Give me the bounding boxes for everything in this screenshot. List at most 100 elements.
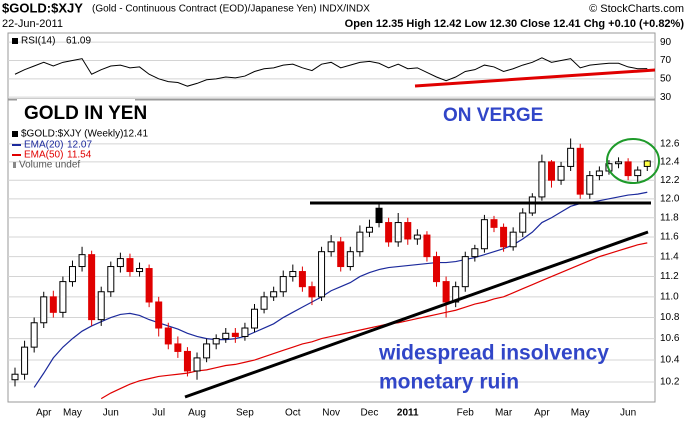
candle-body: [279, 276, 287, 293]
candle-body: [634, 169, 642, 177]
candle-body: [318, 251, 326, 298]
candle-body: [97, 291, 105, 321]
candle-body: [222, 332, 230, 340]
candle-body: [126, 258, 134, 273]
candle-body: [308, 286, 316, 298]
ema-line: [33, 191, 648, 388]
annotation: ON VERGE: [443, 105, 543, 126]
plot-group: [8, 41, 655, 98]
candle-body: [471, 248, 479, 258]
y-tick-label: 90: [660, 37, 672, 48]
y-tick-label: 11.4: [660, 251, 679, 262]
candle-body: [251, 308, 258, 329]
x-tick-label: Jun: [620, 408, 636, 419]
candle-body: [231, 332, 239, 337]
candle-body: [174, 343, 182, 352]
plot-group: [8, 138, 655, 400]
candle-body: [116, 258, 124, 268]
candle-body: [385, 222, 393, 243]
y-tick-label: 12.2: [660, 175, 680, 186]
legend-label: Volume undef: [19, 160, 80, 171]
y-tick-label: 11.0: [660, 292, 679, 303]
title-box: [17, 99, 135, 127]
symbol: $GOLD:$XJY: [2, 0, 83, 15]
candle-body: [298, 271, 306, 288]
candle-body: [586, 175, 594, 195]
candle-body: [528, 196, 536, 214]
y-tick-label: 11.8: [660, 212, 679, 223]
candle-body: [270, 291, 278, 298]
candle-body: [624, 161, 632, 177]
legend-value: 12.07: [67, 140, 92, 151]
candle-body: [327, 241, 335, 253]
credit: © StockCharts.com: [589, 3, 684, 15]
y-tick-label: 10.2: [660, 377, 680, 388]
candle-body: [145, 268, 153, 303]
candle-body: [59, 281, 67, 313]
candle-body: [107, 266, 115, 293]
y-tick-label: 11.6: [660, 232, 679, 243]
x-tick-label: Jul: [152, 408, 165, 419]
candle-body: [49, 296, 57, 313]
y-tick-label: 10.6: [660, 333, 680, 344]
y-tick-label: 70: [660, 55, 672, 66]
candle-body: [155, 301, 163, 329]
rsi-line: [14, 57, 648, 87]
legend-label: $GOLD:$XJY (Weekly): [21, 129, 123, 140]
candle-body: [519, 212, 527, 233]
candle-body: [557, 165, 565, 181]
legend-label: EMA(50): [24, 150, 63, 161]
candle-body: [183, 350, 191, 372]
y-tick-label: 11.2: [660, 271, 679, 282]
x-tick-label: Apr: [36, 408, 52, 419]
y-tick-label: 12.0: [660, 193, 680, 204]
candle-body: [413, 234, 421, 240]
subtitle: (Gold - Continuous Contract (EOD)/Japane…: [92, 4, 370, 15]
legend-label: RSI(14): [21, 36, 55, 47]
candle-body: [203, 343, 211, 359]
candle-body: [164, 327, 172, 345]
x-tick-label: Oct: [285, 408, 301, 419]
rsi-trend-line: [414, 68, 656, 88]
candle-body: [136, 268, 144, 273]
y-tick-label: 12.6: [660, 138, 680, 149]
candle-body: [538, 161, 546, 198]
candle-body: [88, 254, 96, 321]
x-tick-label: Jun: [103, 408, 119, 419]
candle-body: [30, 322, 38, 348]
chart-title: GOLD IN YEN: [24, 103, 147, 124]
candle-body: [78, 254, 86, 268]
quote: Open 12.35 High 12.42 Low 12.30 Close 12…: [345, 18, 685, 30]
candle-body: [40, 296, 48, 324]
trend-line: [184, 230, 649, 399]
candle-body: [433, 256, 441, 283]
annotation: monetary ruin: [379, 371, 519, 394]
candle-body: [461, 256, 469, 288]
legend-value: 12.41: [123, 129, 148, 140]
date: 22-Jun-2011: [2, 18, 63, 30]
legend-label: EMA(20): [24, 140, 63, 151]
annotation: widespread insolvency: [378, 342, 609, 365]
candle-body: [576, 147, 584, 195]
candle-body: [595, 170, 603, 177]
legend-value: 61.09: [66, 36, 91, 47]
candle-body: [490, 219, 498, 228]
y-tick-label: 30: [660, 92, 672, 103]
x-tick-label: Dec: [361, 408, 379, 419]
candle-body: [615, 161, 623, 165]
candle-body: [193, 357, 201, 372]
candle-body: [365, 226, 373, 233]
candle-body: [442, 281, 450, 303]
candle-body: [547, 161, 555, 181]
x-tick-label: Feb: [457, 408, 475, 419]
candle-body: [212, 338, 220, 345]
y-tick-label: 12.4: [660, 157, 680, 168]
legend-swatch: [12, 38, 18, 44]
candle-body: [337, 241, 345, 268]
candle-body: [394, 222, 402, 243]
x-tick-label: Apr: [534, 408, 550, 419]
candle-body: [356, 231, 364, 253]
candle-body: [404, 222, 412, 240]
y-tick-label: 10.8: [660, 312, 680, 323]
candle-body: [68, 266, 76, 283]
